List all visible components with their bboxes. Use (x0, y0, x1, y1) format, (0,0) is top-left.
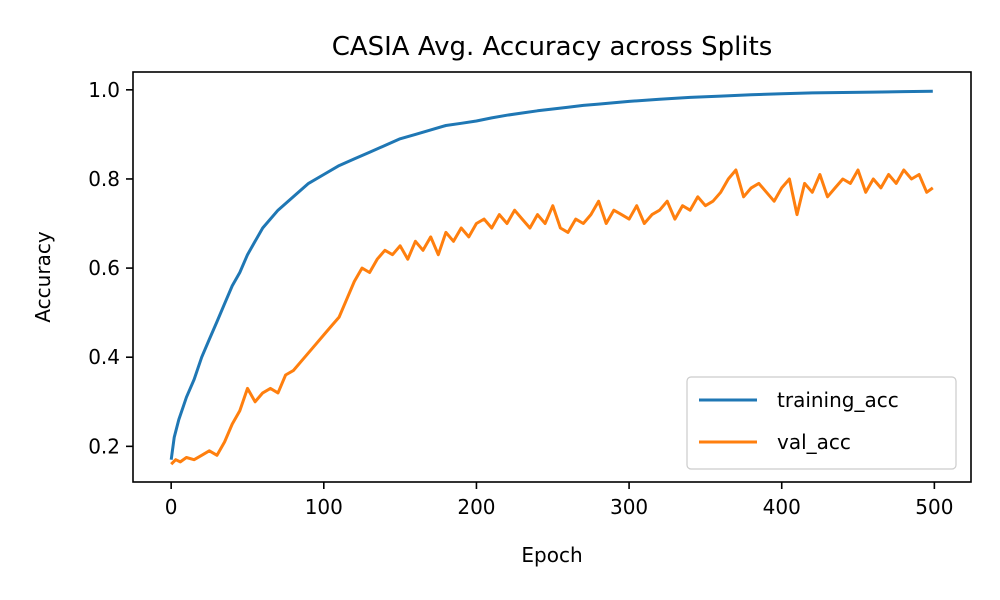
x-tick-label: 100 (305, 495, 343, 519)
legend-label-training-acc: training_acc (777, 388, 899, 412)
series-line-training-acc (169, 89, 933, 460)
chart-title: CASIA Avg. Accuracy across Splits (332, 32, 773, 62)
y-tick-label: 0.6 (88, 256, 120, 280)
y-tick-label: 1.0 (88, 78, 120, 102)
plot-area-frame (132, 71, 972, 483)
x-tick-label: 500 (915, 495, 953, 519)
legend-label-val-acc: val_acc (777, 430, 851, 454)
y-tick-label: 0.8 (88, 167, 120, 191)
x-axis-ticks: 0 100 200 300 400 500 (165, 482, 953, 519)
x-tick-label: 0 (165, 495, 178, 519)
series-line-val-acc (170, 168, 934, 466)
x-tick-label: 300 (610, 495, 648, 519)
x-axis-label: Epoch (521, 543, 582, 567)
y-axis-label: Accuracy (31, 231, 55, 322)
x-tick-label: 400 (763, 495, 801, 519)
y-tick-label: 0.2 (88, 434, 120, 458)
series-layer (169, 89, 934, 466)
x-tick-label: 200 (457, 495, 495, 519)
y-axis-ticks: 0.2 0.4 0.6 0.8 1.0 (88, 78, 133, 458)
y-tick-label: 0.4 (88, 345, 120, 369)
legend: training_acc val_acc (686, 376, 957, 470)
